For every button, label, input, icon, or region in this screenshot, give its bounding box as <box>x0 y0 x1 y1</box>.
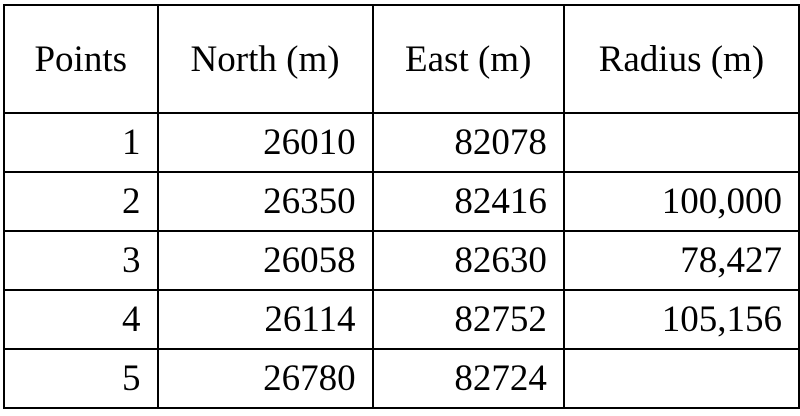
cell-point: 3 <box>3 230 159 291</box>
cell-east: 82078 <box>371 112 565 173</box>
cell-point: 4 <box>3 289 159 350</box>
cell-radius: 105,156 <box>562 289 800 350</box>
cell-north: 26010 <box>156 112 374 173</box>
header-row: Points North (m) East (m) Radius (m) <box>3 4 800 114</box>
cell-radius: 78,427 <box>562 230 800 291</box>
cell-east: 82724 <box>371 348 565 409</box>
header-north: North (m) <box>156 4 374 114</box>
cell-north: 26058 <box>156 230 374 291</box>
cell-radius <box>562 348 800 409</box>
coordinates-table: Points North (m) East (m) Radius (m) 1 26… <box>3 4 800 409</box>
table-row: 2 26350 82416 100,000 <box>3 171 800 232</box>
table-row: 4 26114 82752 105,156 <box>3 289 800 350</box>
table-row: 1 26010 82078 <box>3 112 800 173</box>
header-points: Points <box>3 4 159 114</box>
cell-radius <box>562 112 800 173</box>
cell-north: 26780 <box>156 348 374 409</box>
table-row: 3 26058 82630 78,427 <box>3 230 800 291</box>
cell-east: 82752 <box>371 289 565 350</box>
header-east: East (m) <box>371 4 565 114</box>
cell-point: 2 <box>3 171 159 232</box>
cell-north: 26350 <box>156 171 374 232</box>
cell-radius: 100,000 <box>562 171 800 232</box>
cell-east: 82630 <box>371 230 565 291</box>
cell-east: 82416 <box>371 171 565 232</box>
cell-north: 26114 <box>156 289 374 350</box>
header-radius: Radius (m) <box>562 4 800 114</box>
cell-point: 5 <box>3 348 159 409</box>
table-row: 5 26780 82724 <box>3 348 800 409</box>
cell-point: 1 <box>3 112 159 173</box>
